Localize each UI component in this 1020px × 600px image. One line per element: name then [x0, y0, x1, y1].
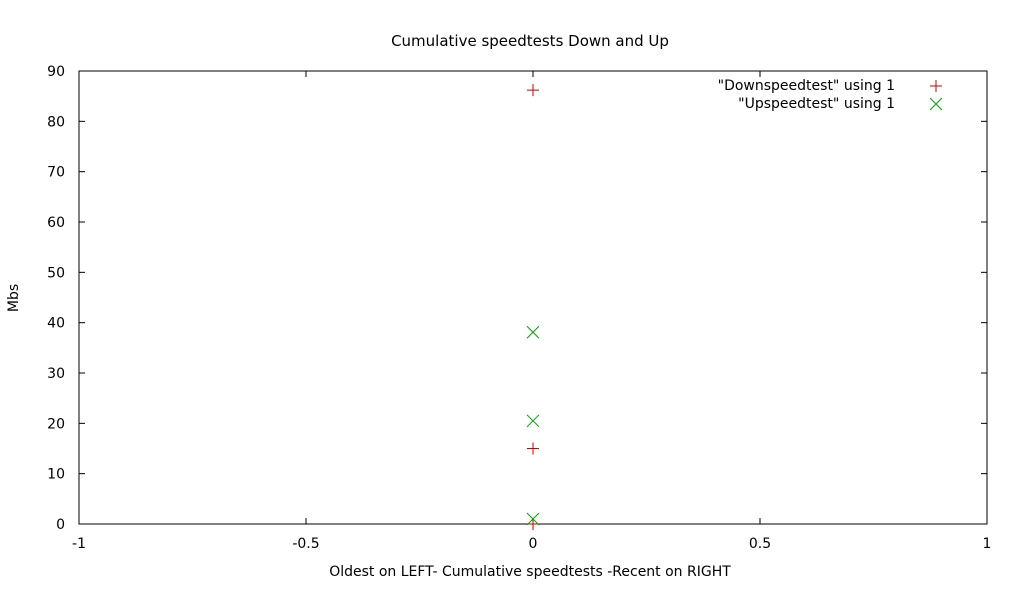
y-tick-label: 20 — [47, 416, 65, 432]
data-point — [527, 518, 539, 530]
x-tick-label: 0.5 — [749, 536, 771, 552]
y-tick-label: 30 — [47, 366, 65, 382]
data-point — [526, 414, 540, 428]
y-tick-label: 10 — [47, 467, 65, 483]
plot-frame — [78, 70, 988, 525]
data-point — [527, 84, 539, 97]
y-tick-label: 50 — [47, 265, 65, 281]
y-tick-label: 60 — [47, 215, 65, 231]
data-point — [527, 442, 539, 455]
x-tick-label: -1 — [72, 536, 86, 552]
y-tick-label: 40 — [47, 316, 65, 332]
y-tick-label: 0 — [56, 517, 65, 533]
axis-ticks — [78, 70, 988, 525]
legend-marker — [929, 97, 943, 111]
data-points — [526, 84, 540, 530]
legend-marker — [930, 80, 942, 92]
x-tick-label: -0.5 — [292, 536, 319, 552]
legend-entry-label: "Downspeedtest" using 1 — [718, 78, 895, 94]
y-tick-label: 90 — [47, 64, 65, 80]
legend: "Downspeedtest" using 1 "Upspeedtest" usi… — [718, 78, 943, 112]
y-tick-labels: 0 10 20 30 40 50 60 70 80 90 — [47, 64, 65, 533]
data-point — [526, 325, 540, 339]
x-tick-labels: -1 -0.5 0 0.5 1 — [72, 536, 991, 552]
y-axis-label: Mbs — [6, 284, 22, 312]
data-point — [526, 512, 540, 526]
chart-title: Cumulative speedtests Down and Up — [391, 32, 669, 50]
x-axis-label: Oldest on LEFT- Cumulative speedtests -R… — [329, 564, 731, 580]
y-tick-label: 70 — [47, 165, 65, 181]
x-tick-label: 0 — [529, 536, 538, 552]
x-tick-label: 1 — [983, 536, 992, 552]
y-tick-label: 80 — [47, 114, 65, 130]
legend-entry-label: "Upspeedtest" using 1 — [738, 96, 895, 112]
